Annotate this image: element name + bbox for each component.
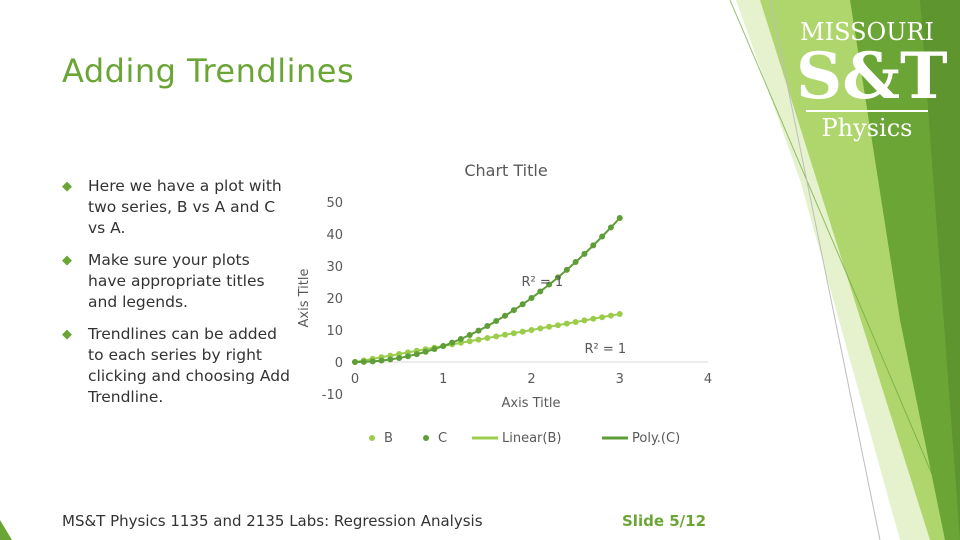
bullet-item: ◆ Trendlines can be added to each series… xyxy=(62,324,292,408)
data-point-C xyxy=(440,343,447,349)
bullet-item: ◆ Make sure your plots have appropriate … xyxy=(62,250,292,313)
data-point-B xyxy=(616,311,623,317)
data-point-C xyxy=(590,242,597,249)
data-point-C xyxy=(510,307,517,314)
data-point-B xyxy=(563,320,570,327)
logo-rule xyxy=(806,110,928,112)
bullet-text: Here we have a plot with two series, B v… xyxy=(88,177,282,237)
data-point-C xyxy=(352,359,358,365)
data-point-C xyxy=(537,288,544,295)
y-axis-title: Axis Title xyxy=(297,269,312,328)
data-point-C xyxy=(475,327,482,334)
slide-number: Slide 5/12 xyxy=(622,512,707,530)
data-point-C xyxy=(422,348,429,355)
bullet-list: ◆ Here we have a plot with two series, B… xyxy=(62,176,292,419)
data-point-B xyxy=(493,333,500,340)
bullet-item: ◆ Here we have a plot with two series, B… xyxy=(62,176,292,239)
y-tick-label: 50 xyxy=(326,196,343,211)
data-point-C xyxy=(449,339,456,346)
data-point-C xyxy=(484,323,491,329)
y-tick-label: 0 xyxy=(335,356,343,371)
chart-title: Chart Title xyxy=(464,161,547,180)
data-point-B xyxy=(581,317,588,324)
x-tick-label: 3 xyxy=(616,372,624,387)
data-point-C xyxy=(457,335,464,342)
slide-title: Adding Trendlines xyxy=(62,52,355,90)
y-tick-label: 30 xyxy=(326,260,343,275)
data-point-C xyxy=(396,355,403,361)
diamond-bullet-icon: ◆ xyxy=(62,253,72,268)
data-point-B xyxy=(502,331,509,338)
data-point-C xyxy=(387,356,394,363)
data-point-C xyxy=(554,274,561,281)
data-point-C xyxy=(563,266,570,273)
diamond-bullet-icon: ◆ xyxy=(62,327,72,342)
data-point-B xyxy=(599,314,606,321)
data-point-C xyxy=(466,331,473,338)
data-point-B xyxy=(466,338,473,345)
bullet-text: Trendlines can be added to each series b… xyxy=(88,325,290,406)
diamond-bullet-icon: ◆ xyxy=(62,179,72,194)
data-point-C xyxy=(502,312,509,319)
y-tick-label: 10 xyxy=(326,324,343,339)
data-point-B xyxy=(554,322,561,329)
x-tick-label: 2 xyxy=(527,372,535,387)
data-point-C xyxy=(404,353,411,360)
y-tick-label: 20 xyxy=(326,292,343,307)
logo-department: Physics xyxy=(821,114,913,142)
x-axis-title: Axis Title xyxy=(502,396,561,411)
logo-line2: S&T xyxy=(796,39,948,114)
data-point-B xyxy=(546,323,553,330)
legend-label: C xyxy=(438,431,447,446)
data-point-B xyxy=(590,315,597,322)
data-point-C xyxy=(607,224,614,231)
logo-line1: MISSOURI xyxy=(800,18,934,46)
legend-marker xyxy=(369,435,375,441)
data-point-C xyxy=(581,250,588,257)
data-point-C xyxy=(493,318,500,325)
legend-marker xyxy=(423,435,429,441)
data-point-C xyxy=(528,295,535,301)
data-point-B xyxy=(510,330,517,337)
x-tick-label: 4 xyxy=(704,372,712,387)
scatter-chart[interactable]: Chart Title -10 0 10 20 30 40 50 0 1 2 3 4 Axis Title… xyxy=(296,150,736,460)
legend-label: B xyxy=(384,431,393,446)
r-squared-label-B: R² = 1 xyxy=(584,342,626,357)
data-point-B xyxy=(484,335,491,341)
data-point-C xyxy=(360,358,367,365)
legend-label: Linear(B) xyxy=(502,431,561,446)
data-point-C xyxy=(599,233,606,240)
r-squared-label-C: R² = 1 xyxy=(522,275,564,290)
data-point-B xyxy=(475,336,482,343)
y-tick-label: -10 xyxy=(322,388,343,403)
data-point-B xyxy=(519,328,526,335)
data-point-C xyxy=(413,351,420,358)
legend-label: Poly.(C) xyxy=(632,431,680,446)
x-tick-label: 1 xyxy=(439,372,447,387)
y-tick-label: 40 xyxy=(326,228,343,243)
data-point-C xyxy=(431,346,438,353)
x-tick-label: 0 xyxy=(351,372,359,387)
university-logo: MISSOURI S&T Physics xyxy=(796,18,948,142)
data-point-C xyxy=(616,215,623,221)
data-point-C xyxy=(572,259,579,265)
data-point-B xyxy=(537,325,544,332)
data-point-C xyxy=(369,358,376,365)
data-point-C xyxy=(378,357,385,364)
bullet-text: Make sure your plots have appropriate ti… xyxy=(88,251,265,311)
data-point-C xyxy=(546,281,553,288)
data-point-B xyxy=(528,327,535,333)
data-point-B xyxy=(572,319,579,325)
data-point-C xyxy=(519,301,526,308)
data-point-B xyxy=(607,312,614,319)
footer-text: MS&T Physics 1135 and 2135 Labs: Regress… xyxy=(62,512,483,530)
